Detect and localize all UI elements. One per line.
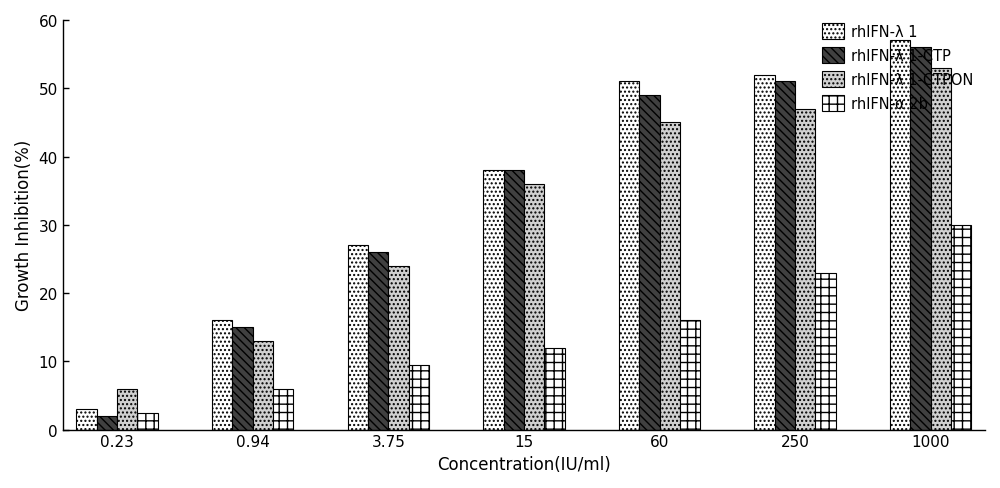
Bar	[910, 48, 931, 430]
Bar	[97, 416, 117, 430]
Bar	[117, 389, 137, 430]
Bar	[680, 321, 700, 430]
Bar	[639, 96, 660, 430]
Bar	[409, 365, 429, 430]
Bar	[544, 348, 565, 430]
Bar	[212, 321, 232, 430]
Bar	[253, 341, 273, 430]
Bar	[368, 253, 388, 430]
Bar	[890, 41, 910, 430]
Bar	[660, 123, 680, 430]
X-axis label: Concentration(IU/ml): Concentration(IU/ml)	[437, 455, 611, 473]
Bar	[273, 389, 293, 430]
Y-axis label: Growth Inhibition(%): Growth Inhibition(%)	[15, 140, 33, 311]
Bar	[815, 273, 836, 430]
Bar	[754, 76, 775, 430]
Bar	[795, 109, 815, 430]
Bar	[388, 266, 409, 430]
Bar	[775, 82, 795, 430]
Bar	[483, 171, 504, 430]
Bar	[619, 82, 639, 430]
Bar	[931, 69, 951, 430]
Bar	[76, 409, 97, 430]
Bar	[951, 225, 971, 430]
Bar	[348, 246, 368, 430]
Bar	[524, 184, 544, 430]
Bar	[504, 171, 524, 430]
Bar	[137, 413, 158, 430]
Bar	[232, 327, 253, 430]
Legend: rhIFN-λ 1, rhIFN-λ 1-CTP, rhIFN-λ 1-CTPON, rhIFN-α 2b: rhIFN-λ 1, rhIFN-λ 1-CTP, rhIFN-λ 1-CTPO…	[817, 20, 978, 116]
